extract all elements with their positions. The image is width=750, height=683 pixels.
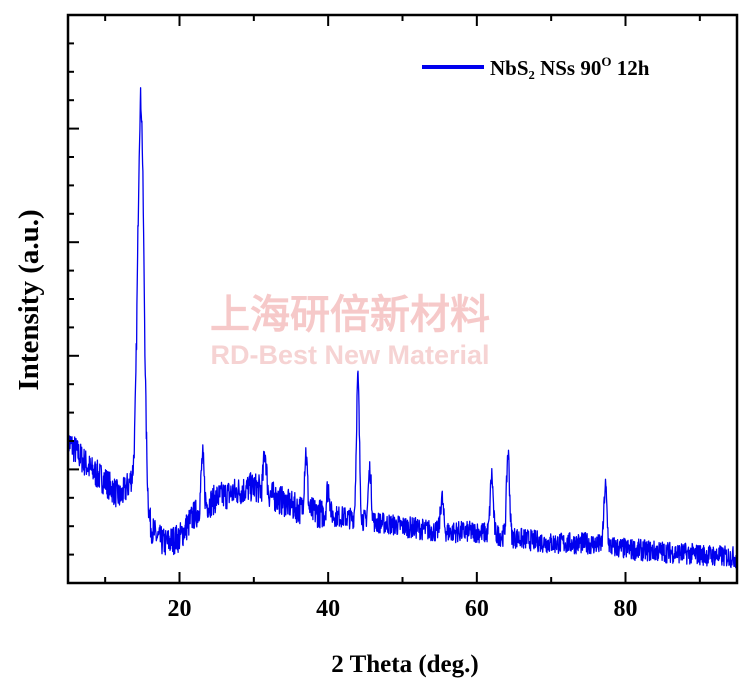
x-tick-label: 20 [168, 596, 192, 622]
x-tick-label: 40 [316, 596, 340, 622]
legend-label: NbS₂ NSs 90O 12h [490, 54, 650, 80]
series-line [67, 87, 738, 569]
legend: NbS₂ NSs 90O 12h [422, 54, 650, 80]
watermark-english: RD-Best New Material [210, 340, 489, 370]
watermark: 上海研倍新材料 RD-Best New Material [210, 292, 490, 370]
x-tick-label: 80 [614, 596, 638, 622]
axes: 20 40 60 80 [66, 13, 739, 622]
x-axis-title: 2 Theta (deg.) [331, 651, 478, 678]
x-tick-label: 60 [465, 596, 489, 622]
watermark-chinese: 上海研倍新材料 [210, 292, 490, 338]
plot-area [67, 87, 738, 569]
y-axis-title: Intensity (a.u.) [13, 209, 45, 390]
